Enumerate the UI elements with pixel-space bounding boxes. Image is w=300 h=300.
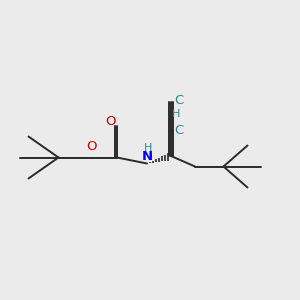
Text: N: N <box>141 149 153 163</box>
Text: O: O <box>86 140 97 153</box>
Text: C: C <box>174 94 183 107</box>
Text: O: O <box>105 115 116 128</box>
Text: H: H <box>172 109 181 119</box>
Text: C: C <box>174 124 183 137</box>
Text: H: H <box>144 143 153 153</box>
